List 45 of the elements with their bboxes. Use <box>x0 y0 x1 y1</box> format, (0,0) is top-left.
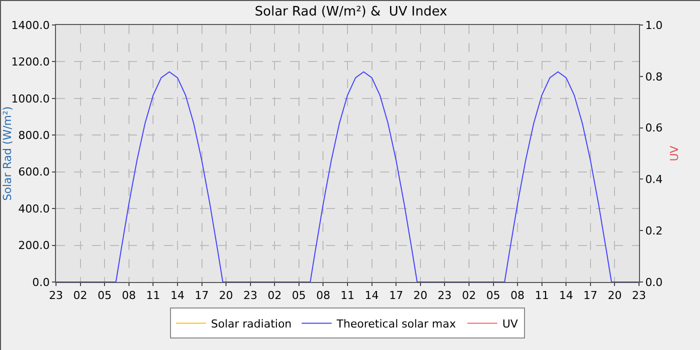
x-tick-label: 23 <box>243 289 258 302</box>
legend-label: UV <box>502 317 518 330</box>
y2-tick-label: 0.0 <box>645 276 663 289</box>
x-tick-label: 14 <box>559 289 574 302</box>
x-tick-label: 05 <box>486 289 500 302</box>
x-tick-label: 20 <box>219 289 234 302</box>
y-tick-label: 0.0 <box>32 276 50 289</box>
y-tick-label: 1000.0 <box>11 92 50 106</box>
x-tick-label: 17 <box>583 289 598 302</box>
x-tick-label: 17 <box>194 289 209 302</box>
x-tick-label: 02 <box>268 289 282 302</box>
x-tick-label: 08 <box>122 289 136 302</box>
x-tick-label: 02 <box>462 289 476 302</box>
y2-tick-label: 0.8 <box>645 70 663 84</box>
legend-label: Solar radiation <box>211 317 292 330</box>
y-tick-label: 400.0 <box>18 202 50 216</box>
x-tick-label: 17 <box>389 289 404 302</box>
x-tick-label: 11 <box>534 289 549 302</box>
y2-axis-title: UV <box>668 145 681 162</box>
y2-tick-label: 0.6 <box>645 122 663 135</box>
x-tick-label: 14 <box>364 289 379 302</box>
y2-tick-label: 0.2 <box>645 224 663 238</box>
y2-tick-label: 1.0 <box>645 18 663 32</box>
x-tick-label: 05 <box>98 289 112 302</box>
x-tick-label: 23 <box>49 289 63 302</box>
x-tick-label: 20 <box>608 289 622 302</box>
y-tick-label: 800.0 <box>18 128 50 142</box>
chart-title: Solar Rad (W/m²) & UV Index <box>254 4 448 20</box>
x-tick-label: 11 <box>340 289 354 302</box>
x-tick-label: 08 <box>316 289 330 302</box>
y2-tick-label: 0.4 <box>645 173 663 186</box>
x-tick-label: 20 <box>413 289 428 302</box>
x-tick-label: 23 <box>438 289 452 302</box>
x-tick-label: 11 <box>146 289 160 302</box>
y-tick-label: 1400.0 <box>11 18 50 32</box>
x-tick-label: 05 <box>292 289 306 302</box>
x-tick-label: 08 <box>510 289 525 302</box>
x-tick-label: 02 <box>73 289 88 302</box>
x-tick-label: 14 <box>170 289 184 302</box>
y-axis-title: Solar Rad (W/m²) <box>1 106 14 201</box>
y-tick-label: 1200.0 <box>11 56 50 69</box>
x-tick-label: 23 <box>632 289 646 302</box>
legend-label: Theoretical solar max <box>336 317 456 330</box>
y-tick-label: 200.0 <box>18 239 50 252</box>
y-tick-label: 600.0 <box>18 166 50 179</box>
